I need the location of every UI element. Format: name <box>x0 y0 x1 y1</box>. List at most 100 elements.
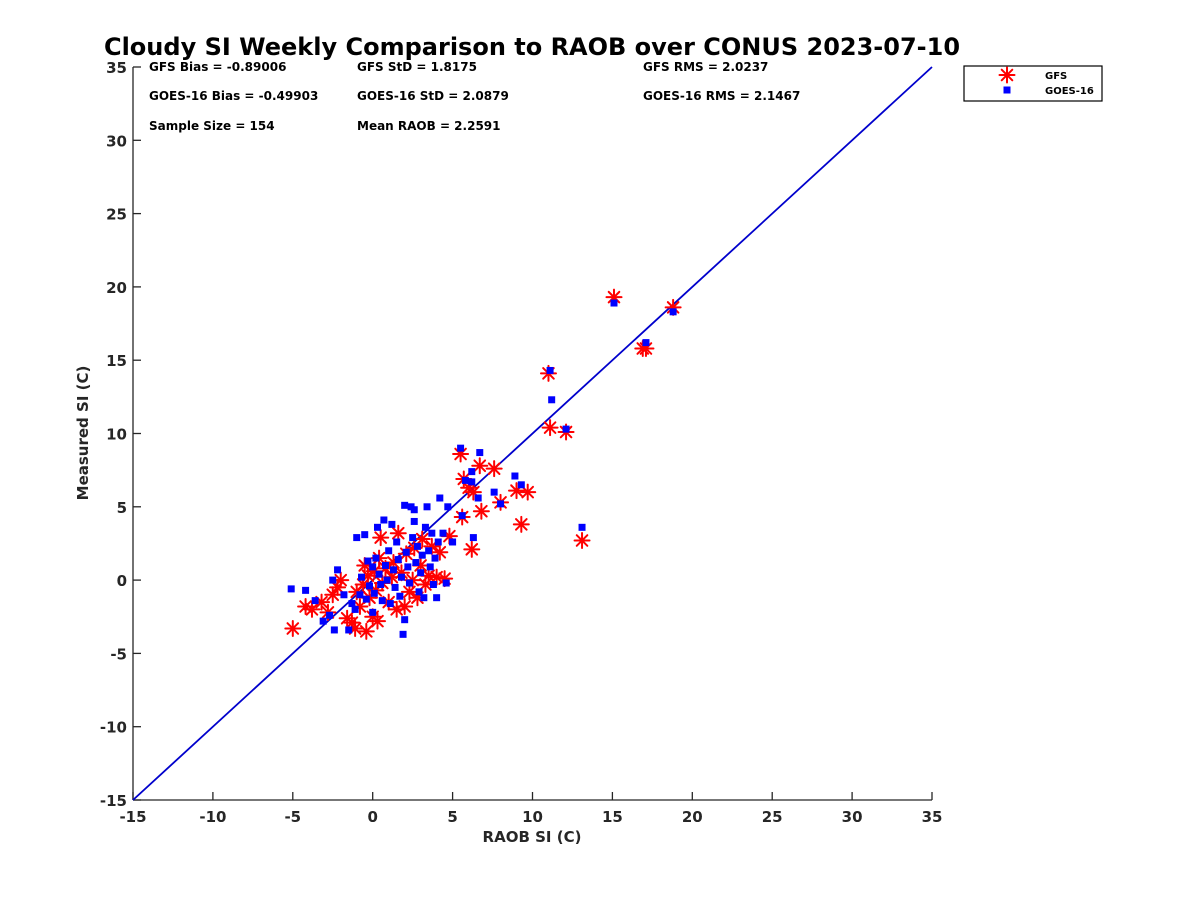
goes16-point <box>361 531 369 539</box>
stat-gfs-std: GFS StD = 1.8175 <box>357 60 477 74</box>
x-tick-label: 30 <box>842 808 863 826</box>
goes16-point <box>458 512 466 520</box>
goes16-point <box>402 548 410 556</box>
goes16-point <box>356 591 364 599</box>
goes16-point <box>431 554 439 562</box>
gfs-point <box>464 483 482 501</box>
goes16-point <box>433 594 441 602</box>
gfs-point <box>368 612 386 630</box>
gfs-point <box>463 540 481 558</box>
chart-title: Cloudy SI Weekly Comparison to RAOB over… <box>104 33 960 61</box>
gfs-point <box>519 483 537 501</box>
stat-goes16-rms: GOES-16 RMS = 2.1467 <box>643 89 800 103</box>
gfs-point <box>297 597 315 615</box>
goes16-point <box>610 299 618 307</box>
goes16-point <box>562 425 570 433</box>
goes16-point <box>302 586 310 594</box>
goes16-point <box>401 501 409 509</box>
goes16-point <box>326 611 334 619</box>
goes16-point <box>369 608 377 616</box>
goes16-point <box>461 476 469 484</box>
y-tick-label: -15 <box>100 792 127 810</box>
stat-mean-raob: Mean RAOB = 2.2591 <box>357 119 501 133</box>
goes16-point <box>418 551 426 559</box>
goes16-point <box>373 523 381 531</box>
goes16-point <box>388 520 396 528</box>
goes16-point <box>345 626 353 634</box>
goes16-point <box>399 630 407 638</box>
goes16-point <box>334 566 342 574</box>
goes16-point <box>394 556 402 564</box>
goes16-point <box>417 569 425 577</box>
goes16-point <box>362 595 370 603</box>
goes16-point <box>377 580 385 588</box>
x-tick-label: 35 <box>922 808 943 826</box>
goes16-point <box>330 626 338 634</box>
goes16-point <box>517 481 525 489</box>
gfs-point <box>372 529 390 547</box>
y-tick-label: 30 <box>106 132 127 150</box>
goes16-point <box>474 494 482 502</box>
series-gfs <box>284 288 682 640</box>
goes16-point <box>405 579 413 587</box>
goes16-point <box>469 534 477 542</box>
goes16-point <box>426 563 434 571</box>
goes16-point <box>439 529 447 537</box>
goes16-point <box>389 566 397 574</box>
x-axis-label: RAOB SI (C) <box>483 828 582 846</box>
legend-marker-goes16 <box>1003 86 1011 94</box>
goes16-point <box>370 589 378 597</box>
goes16-point <box>364 557 372 565</box>
goes16-point <box>436 494 444 502</box>
legend-box <box>963 65 1103 102</box>
goes16-point <box>476 449 484 457</box>
goes16-point <box>415 588 423 596</box>
gfs-point <box>541 419 559 437</box>
y-tick-label: 35 <box>106 59 127 77</box>
stat-gfs-bias: GFS Bias = -0.89006 <box>149 60 286 74</box>
stat-sample-size: Sample Size = 154 <box>149 119 275 133</box>
goes16-point <box>497 500 505 508</box>
x-tick-label: -5 <box>284 808 301 826</box>
goes16-point <box>546 366 554 374</box>
stat-goes16-std: GOES-16 StD = 2.0879 <box>357 89 509 103</box>
goes16-point <box>385 547 393 555</box>
goes16-point <box>412 559 420 567</box>
goes16-point <box>287 585 295 593</box>
gfs-point <box>508 482 526 500</box>
goes16-point <box>311 597 319 605</box>
y-tick-label: 15 <box>106 352 127 370</box>
goes16-point <box>420 594 428 602</box>
goes16-point <box>366 582 374 590</box>
goes16-point <box>490 488 498 496</box>
y-tick-label: 20 <box>106 279 127 297</box>
legend-gfs-asterisk <box>998 66 1016 84</box>
goes16-point <box>511 472 519 480</box>
legend-goes16-square <box>1003 86 1011 94</box>
goes16-point <box>329 576 337 584</box>
goes16-point <box>429 580 437 588</box>
gfs-point <box>284 619 302 637</box>
y-tick-label: 5 <box>117 499 127 517</box>
goes16-point <box>413 542 421 550</box>
x-tick-label: -15 <box>119 808 146 826</box>
x-tick-label: -10 <box>199 808 226 826</box>
gfs-point <box>573 532 591 550</box>
gfs-point <box>485 460 503 478</box>
legend-label-goes16: GOES-16 <box>1045 86 1094 97</box>
one-to-one-line <box>132 66 933 801</box>
gfs-point <box>413 530 431 548</box>
x-tick-label: 20 <box>682 808 703 826</box>
stat-gfs-rms: GFS RMS = 2.0237 <box>643 60 768 74</box>
gfs-point <box>396 597 414 615</box>
goes16-point <box>444 503 452 511</box>
goes16-point <box>421 523 429 531</box>
goes16-point <box>351 605 359 613</box>
goes16-point <box>410 517 418 525</box>
y-tick-label: 25 <box>106 206 127 224</box>
y-tick-label: -10 <box>100 719 127 737</box>
goes16-point <box>386 600 394 608</box>
goes16-point <box>428 529 436 537</box>
goes16-point <box>372 554 380 562</box>
